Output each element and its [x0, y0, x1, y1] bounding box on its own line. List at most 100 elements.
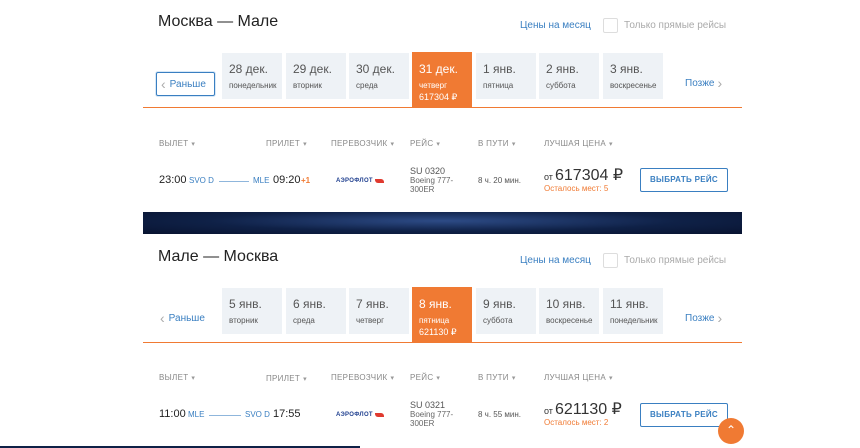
arrival-airport: MLE — [253, 176, 270, 185]
weekday-label: воскресенье — [546, 316, 593, 325]
seats-left: Осталось мест: 5 — [544, 184, 609, 193]
weekday-label: вторник — [229, 316, 258, 325]
caret-down-icon: ▾ — [191, 141, 196, 148]
weekday-label: четверг — [356, 316, 384, 325]
carrier-logo-text: АЭРОФЛОТ — [336, 412, 373, 418]
later-button[interactable]: Позже › — [685, 307, 722, 329]
direct-only-checkbox[interactable] — [603, 18, 618, 33]
select-flight-button[interactable]: ВЫБРАТЬ РЕЙС — [640, 168, 728, 192]
date-cell[interactable]: 2 янв. суббота — [539, 53, 599, 99]
date-label: 3 янв. — [610, 62, 643, 76]
date-cell[interactable]: 1 янв. пятница — [476, 53, 536, 99]
date-cell[interactable]: 6 янв. среда — [286, 288, 346, 334]
departure-airport: MLE — [188, 410, 205, 419]
weekday-label: среда — [293, 316, 315, 325]
column-header-arrival[interactable]: ПРИЛЕТ ▾ — [266, 374, 307, 383]
date-label: 30 дек. — [356, 62, 395, 76]
route-line — [209, 415, 241, 416]
column-header-carrier[interactable]: ПЕРЕВОЗЧИК ▾ — [331, 139, 394, 148]
flight-number: SU 0321 — [410, 400, 446, 410]
date-label: 31 дек. — [419, 62, 458, 76]
date-label: 7 янв. — [356, 297, 389, 311]
departure-airport: SVO D — [189, 176, 214, 185]
weekday-label: среда — [356, 81, 378, 90]
weekday-label: пятница — [483, 81, 514, 90]
weekday-label: понедельник — [229, 81, 277, 90]
caret-down-icon: ▾ — [511, 141, 516, 148]
column-header-label: В ПУТИ — [478, 373, 509, 382]
later-label: Позже — [685, 312, 715, 324]
carrier-logo-text: АЭРОФЛОТ — [336, 178, 373, 184]
date-cell[interactable]: 9 янв. суббота — [476, 288, 536, 334]
column-header-label: ПЕРЕВОЗЧИК — [331, 373, 388, 382]
date-cell-selected[interactable]: 31 дек. четверг 617304 ₽ — [412, 52, 472, 108]
date-cell[interactable]: 7 янв. четверг — [349, 288, 409, 334]
column-header-departure[interactable]: ВЫЛЕТ ▾ — [159, 373, 195, 382]
date-cell[interactable]: 5 янв. вторник — [222, 288, 282, 334]
flight-duration: 8 ч. 55 мин. — [478, 410, 522, 419]
return-section: Мале — Москва Цены на месяц Только прямы… — [143, 234, 742, 448]
arrival-time: 09:20 — [273, 174, 301, 186]
aeroflot-logo: АЭРОФЛОТ — [336, 412, 384, 418]
column-header-duration[interactable]: В ПУТИ ▾ — [478, 139, 516, 148]
direct-only-toggle[interactable]: Только прямые рейсы — [603, 253, 726, 268]
column-header-best-price[interactable]: ЛУЧШАЯ ЦЕНА ▾ — [544, 373, 613, 382]
arrival-time: 17:55 — [273, 408, 301, 420]
weekday-label: понедельник — [610, 316, 658, 325]
weekday-label: воскресенье — [610, 81, 657, 90]
chevron-right-icon: › — [717, 75, 723, 91]
month-prices-link[interactable]: Цены на месяц — [520, 20, 591, 31]
date-price: 621130 ₽ — [419, 327, 457, 337]
column-header-label: РЕЙС — [410, 139, 434, 148]
date-cell-selected[interactable]: 8 янв. пятница 621130 ₽ — [412, 287, 472, 343]
scroll-to-top-button[interactable]: ⌃ — [718, 418, 744, 444]
dates-underline — [143, 342, 742, 343]
column-header-duration[interactable]: В ПУТИ ▾ — [478, 373, 516, 382]
column-header-label: ВЫЛЕТ — [159, 139, 189, 148]
date-price: 617304 ₽ — [419, 92, 458, 102]
column-header-departure[interactable]: ВЫЛЕТ ▾ — [159, 139, 195, 148]
flight-info: SU 0320 Boeing 777- 300ER — [410, 166, 453, 195]
column-header-flight[interactable]: РЕЙС ▾ — [410, 373, 440, 382]
date-cell[interactable]: 28 дек. понедельник — [222, 53, 282, 99]
select-flight-button[interactable]: ВЫБРАТЬ РЕЙС — [640, 403, 728, 427]
promo-banner — [143, 212, 742, 234]
weekday-label: вторник — [293, 81, 322, 90]
later-button[interactable]: Позже › — [685, 72, 722, 94]
date-label: 9 янв. — [483, 297, 516, 311]
earlier-button[interactable]: ‹ Раньше — [156, 72, 215, 96]
column-header-flight[interactable]: РЕЙС ▾ — [410, 139, 440, 148]
date-label: 11 янв. — [610, 297, 649, 311]
direct-only-checkbox[interactable] — [603, 253, 618, 268]
column-header-best-price[interactable]: ЛУЧШАЯ ЦЕНА ▾ — [544, 139, 613, 148]
date-cell[interactable]: 10 янв. воскресенье — [539, 288, 599, 334]
weekday-label: суббота — [483, 316, 513, 325]
column-header-label: ЛУЧШАЯ ЦЕНА — [544, 373, 606, 382]
aircraft-line2: 300ER — [410, 419, 435, 428]
column-header-label: ПРИЛЕТ — [266, 139, 301, 148]
route-title: Москва — Мале — [158, 13, 279, 30]
bottom-stripe — [0, 446, 360, 448]
earlier-label: Раньше — [169, 78, 206, 90]
caret-down-icon: ▾ — [511, 375, 516, 382]
column-header-label: РЕЙС — [410, 373, 434, 382]
day-offset: +1 — [301, 176, 311, 185]
column-header-carrier[interactable]: ПЕРЕВОЗЧИК ▾ — [331, 373, 394, 382]
best-price: 617304 ₽ — [555, 167, 624, 184]
aeroflot-logo: АЭРОФЛОТ — [336, 178, 384, 184]
caret-down-icon: ▾ — [390, 375, 395, 382]
month-prices-link[interactable]: Цены на месяц — [520, 255, 591, 266]
column-header-arrival[interactable]: ПРИЛЕТ ▾ — [266, 139, 307, 148]
price-prefix: от — [544, 406, 553, 416]
date-cell[interactable]: 3 янв. воскресенье — [603, 53, 663, 99]
date-label: 5 янв. — [229, 297, 262, 311]
date-cell[interactable]: 30 дек. среда — [349, 53, 409, 99]
earlier-button[interactable]: ‹ Раньше — [156, 307, 213, 329]
caret-down-icon: ▾ — [303, 376, 307, 383]
date-cell[interactable]: 29 дек. вторник — [286, 53, 346, 99]
aircraft-line2: 300ER — [410, 185, 435, 194]
direct-only-toggle[interactable]: Только прямые рейсы — [603, 18, 726, 33]
weekday-label: четверг — [419, 81, 447, 90]
flight-number: SU 0320 — [410, 166, 446, 176]
date-cell[interactable]: 11 янв. понедельник — [603, 288, 663, 334]
